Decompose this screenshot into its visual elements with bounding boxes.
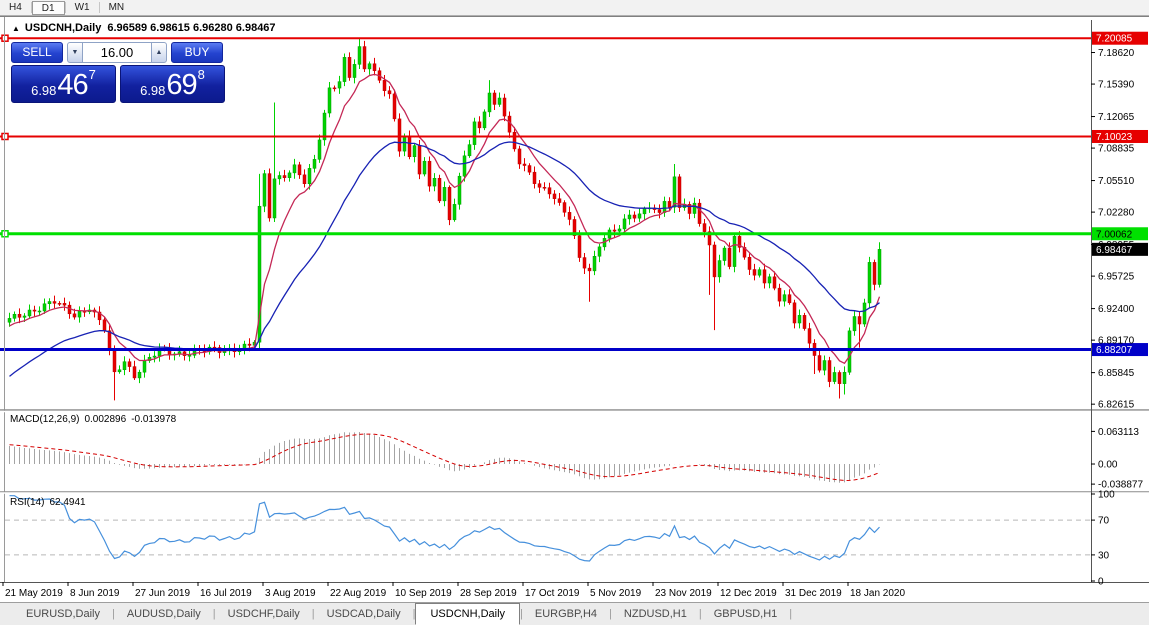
price-badge: 7.20085: [1096, 34, 1133, 45]
period-toolbar: H4 D1 W1 MN: [0, 0, 1149, 16]
price-tick-label: 7.05510: [1098, 176, 1135, 187]
date-tick-label: 23 Nov 2019: [655, 588, 712, 599]
toolbar-separator: [64, 2, 66, 13]
sell-price-button[interactable]: 6.98 46 7: [11, 65, 116, 103]
macd-signal-value: -0.013978: [131, 414, 177, 425]
price-tick-label: 7.18620: [1098, 48, 1135, 59]
date-tick-label: 21 May 2019: [5, 588, 63, 599]
toolbar-separator: [30, 2, 32, 13]
chart-title: ▲ USDCNH,Daily 6.96589 6.98615 6.96280 6.9…: [12, 22, 276, 34]
sell-price-sup: 7: [88, 67, 96, 82]
price-tick-label: 7.15390: [1098, 80, 1135, 91]
chart-tab-usdcad[interactable]: USDCAD,Daily: [326, 608, 401, 620]
period-button-w1[interactable]: W1: [74, 1, 90, 13]
macd-label: MACD(12,26,9) 0.002896 -0.013978: [10, 414, 181, 425]
price-badge: 6.98467: [1096, 245, 1133, 256]
toolbar-separator: [98, 2, 100, 13]
macd-value: 0.002896: [84, 414, 127, 425]
volume-increase-button[interactable]: ▲: [151, 42, 167, 63]
macd-panel: [9, 432, 880, 483]
symbol-title: USDCNH,Daily: [24, 22, 102, 34]
rsi-axis-label: 30: [1098, 550, 1110, 561]
buy-button[interactable]: BUY: [171, 42, 223, 63]
rsi-panel: [5, 495, 1091, 562]
period-button-mn[interactable]: MN: [108, 1, 125, 13]
tab-separator: |: [520, 608, 523, 620]
period-button-d1[interactable]: D1: [31, 0, 65, 15]
chart-tab-nzdusd[interactable]: NZDUSD,H1: [623, 608, 687, 620]
rsi-label: RSI(14) 62.4941: [10, 497, 91, 508]
buy-price-button[interactable]: 6.98 69 8: [120, 65, 225, 103]
date-tick-label: 5 Nov 2019: [590, 588, 642, 599]
price-tick-label: 6.98955: [1098, 240, 1135, 251]
sell-price-prefix: 6.98: [31, 83, 57, 98]
macd-name: MACD(12,26,9): [10, 414, 80, 425]
macd-axis-label: 0.00: [1098, 460, 1118, 471]
date-tick-label: 18 Jan 2020: [850, 588, 905, 599]
chart-tab-usdchf[interactable]: USDCHF,Daily: [227, 608, 300, 620]
horizontal-level-lines[interactable]: [0, 34, 1091, 352]
volume-input[interactable]: [83, 42, 151, 63]
axes: [0, 16, 1149, 586]
price-badge: 7.00062: [1096, 229, 1133, 240]
window-triangle-icon: ▲: [12, 24, 20, 33]
tab-separator: |: [111, 608, 115, 620]
price-tick-label: 7.12065: [1098, 112, 1135, 123]
tab-separator: |: [789, 608, 793, 620]
chart-tab-usdcnh[interactable]: USDCNH,Daily: [415, 602, 521, 625]
moving-averages: [9, 73, 881, 377]
macd-axis-label: -0.038877: [1098, 480, 1143, 491]
date-tick-label: 27 Jun 2019: [135, 588, 190, 599]
buy-price-sup: 8: [197, 67, 205, 82]
buy-price-prefix: 6.98: [140, 83, 166, 98]
date-tick-label: 28 Sep 2019: [460, 588, 517, 599]
chart-tab-eurusd[interactable]: EURUSD,Daily: [26, 608, 100, 620]
candles: [7, 38, 882, 401]
sell-price-main: 46: [57, 69, 88, 101]
price-tick-label: 6.92400: [1098, 304, 1135, 315]
volume-group: ▼ ▲: [67, 42, 167, 63]
price-tick-label: 6.95725: [1098, 272, 1135, 283]
rsi-axis-label: 100: [1098, 490, 1115, 501]
date-tick-label: 17 Oct 2019: [525, 588, 580, 599]
rsi-value: 62.4941: [49, 497, 86, 508]
price-badge: 7.10023: [1096, 132, 1133, 143]
tab-separator: |: [412, 608, 416, 620]
price-tick-label: 7.08835: [1098, 144, 1135, 155]
tab-separator: |: [212, 608, 216, 620]
price-tick-label: 6.85845: [1098, 368, 1135, 379]
tab-separator: |: [698, 608, 702, 620]
volume-decrease-button[interactable]: ▼: [67, 42, 83, 63]
price-tick-label: 6.82615: [1098, 400, 1135, 411]
one-click-trading-panel: SELL ▼ ▲ BUY 6.98 46 7 6.98 69 8: [11, 42, 225, 103]
buy-price-main: 69: [166, 69, 197, 101]
tab-separator: |: [609, 608, 612, 620]
price-badge: 6.88207: [1096, 345, 1133, 356]
price-tick-label: 6.89170: [1098, 336, 1135, 347]
rsi-axis-label: 0: [1098, 577, 1104, 588]
price-tick-label: 7.02280: [1098, 208, 1135, 219]
tab-separator: |: [311, 608, 315, 620]
rsi-axis-label: 70: [1098, 516, 1110, 527]
period-button-h4[interactable]: H4: [9, 1, 22, 13]
rsi-name: RSI(14): [10, 497, 45, 508]
date-tick-label: 10 Sep 2019: [395, 588, 452, 599]
date-tick-label: 12 Dec 2019: [720, 588, 777, 599]
ohlc-values: 6.96589 6.98615 6.96280 6.98467: [107, 22, 276, 34]
chart-tab-eurgbp[interactable]: EURGBP,H4: [534, 608, 598, 620]
chart-tab-audusd[interactable]: AUDUSD,Daily: [126, 608, 201, 620]
date-tick-label: 3 Aug 2019: [265, 588, 316, 599]
chart-tab-bar: EURUSD,Daily | AUDUSD,Daily | USDCHF,Daily | U…: [0, 602, 1149, 625]
date-tick-label: 31 Dec 2019: [785, 588, 842, 599]
date-tick-label: 22 Aug 2019: [330, 588, 387, 599]
date-tick-label: 8 Jun 2019: [70, 588, 120, 599]
macd-axis-label: 0.063113: [1098, 427, 1139, 438]
sell-button[interactable]: SELL: [11, 42, 63, 63]
chart-tab-gbpusd[interactable]: GBPUSD,H1: [713, 608, 778, 620]
date-tick-label: 16 Jul 2019: [200, 588, 252, 599]
